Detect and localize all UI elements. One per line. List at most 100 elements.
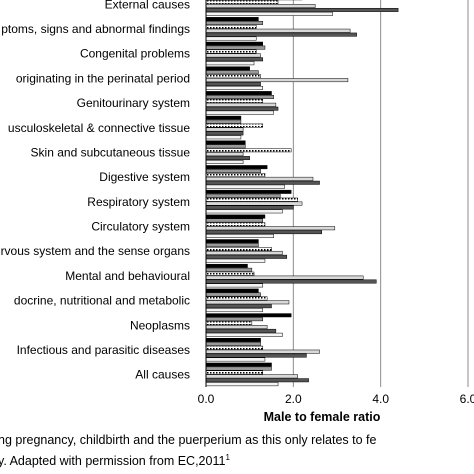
- x-tick-label: 4.0: [372, 392, 389, 406]
- bar-9-series-1: [205, 218, 264, 223]
- caption-superscript: 1: [225, 453, 230, 462]
- bar-5-series-5: [205, 135, 242, 140]
- bar-15-series-0: [205, 362, 272, 367]
- bar-9-series-5: [205, 234, 274, 238]
- category-label: ptoms, signs and abnormal findings: [1, 22, 190, 36]
- bar-4-series-3: [205, 102, 277, 107]
- bar-11-series-5: [205, 283, 264, 288]
- category-labels: External causes ptoms, signs and abnormal…: [1, 0, 191, 382]
- bar-11-series-3: [205, 275, 364, 280]
- bar-5-series-0: [205, 115, 242, 120]
- bar-0-series-3: [205, 4, 316, 8]
- category-label: rvous system and the sense organs: [1, 244, 190, 258]
- category-label: Skin and subcutaneous tissue: [31, 145, 191, 159]
- bar-5-series-4: [205, 131, 244, 136]
- bar-11-series-1: [205, 267, 253, 272]
- caption-text-1: ng pregnancy, childbirth and the puerper…: [0, 433, 377, 447]
- bar-6-series-5: [205, 160, 244, 164]
- category-label: Congenital problems: [80, 47, 190, 61]
- bar-0-series-2: [205, 0, 279, 5]
- bar-14-series-5: [205, 357, 266, 362]
- bar-15-series-5: [205, 382, 279, 387]
- category-label: Infectious and parasitic diseases: [17, 343, 190, 357]
- bar-8-series-3: [205, 201, 303, 206]
- bar-13-series-1: [205, 317, 264, 322]
- bar-13-series-4: [205, 328, 277, 333]
- bar-1-series-4: [205, 32, 357, 37]
- bar-4-series-5: [205, 110, 274, 115]
- bar-12-series-1: [205, 292, 261, 297]
- bar-13-series-5: [205, 332, 283, 337]
- category-label: Respiratory system: [87, 195, 190, 209]
- bar-11-series-4: [205, 279, 377, 284]
- bar-3-series-2: [205, 74, 261, 79]
- bar-4-series-2: [205, 98, 264, 103]
- bar-12-series-0: [205, 288, 259, 293]
- category-label: Mental and behavioural: [65, 269, 190, 283]
- bar-9-series-2: [205, 222, 266, 227]
- category-label: Digestive system: [99, 170, 190, 184]
- bar-10-series-0: [205, 239, 259, 244]
- bar-15-series-3: [205, 374, 298, 379]
- category-label: originating in the perinatal period: [16, 71, 190, 85]
- bar-12-series-5: [205, 308, 264, 313]
- bar-14-series-3: [205, 349, 320, 354]
- bar-2-series-1: [205, 45, 266, 50]
- category-label: All causes: [135, 368, 190, 382]
- bar-10-series-4: [205, 254, 288, 259]
- caption-text-2: y. Adapted with permission from EC,2011: [0, 454, 226, 469]
- category-label: External causes: [105, 0, 190, 11]
- bar-9-series-0: [205, 214, 266, 219]
- bar-14-series-4: [205, 353, 307, 358]
- bar-9-series-4: [205, 230, 322, 235]
- bar-9-series-3: [205, 226, 336, 231]
- bar-8-series-2: [205, 197, 298, 202]
- bar-10-series-2: [205, 247, 272, 251]
- bar-13-series-2: [205, 321, 253, 326]
- bar-2-series-4: [205, 57, 264, 62]
- bar-6-series-2: [205, 148, 292, 153]
- bar-6-series-0: [205, 140, 246, 145]
- bar-6-series-4: [205, 156, 250, 161]
- bar-7-series-1: [205, 169, 261, 174]
- bar-10-series-3: [205, 250, 283, 255]
- bar-4-series-1: [205, 95, 274, 99]
- category-label: Genitourinary system: [77, 96, 190, 110]
- bar-11-series-0: [205, 263, 248, 268]
- bar-1-series-1: [205, 20, 264, 25]
- bar-2-series-0: [205, 41, 264, 46]
- x-axis-title: Male to female ratio: [264, 410, 381, 424]
- bar-3-series-0: [205, 66, 250, 71]
- bars: [205, 0, 399, 387]
- bar-13-series-3: [205, 325, 268, 329]
- category-label: Neoplasms: [130, 318, 190, 332]
- bar-7-series-3: [205, 176, 314, 181]
- x-tick-label: 2.0: [285, 392, 302, 406]
- bar-1-series-5: [205, 36, 257, 41]
- bar-15-series-2: [205, 370, 264, 375]
- bar-14-series-1: [205, 341, 261, 346]
- bar-0-series-4: [205, 7, 399, 12]
- bar-10-series-1: [205, 243, 259, 248]
- bar-2-series-2: [205, 49, 257, 54]
- bar-8-series-1: [205, 193, 281, 198]
- bar-3-series-4: [205, 82, 261, 86]
- x-tick-label: 0.0: [198, 392, 215, 406]
- category-label: Circulatory system: [91, 220, 190, 234]
- bar-8-series-0: [205, 189, 292, 194]
- bar-7-series-0: [205, 165, 268, 170]
- gridlines: [292, 0, 469, 387]
- bar-13-series-0: [205, 313, 292, 318]
- bar-7-series-4: [205, 180, 320, 185]
- bar-5-series-3: [205, 127, 244, 132]
- bar-7-series-5: [205, 184, 285, 189]
- caption-line-1: ng pregnancy, childbirth and the puerper…: [0, 433, 376, 447]
- bar-14-series-0: [205, 338, 261, 342]
- category-label: usculoskeletal & connective tissue: [8, 121, 190, 135]
- bar-12-series-3: [205, 300, 290, 305]
- bar-12-series-2: [205, 296, 268, 301]
- bar-5-series-2: [205, 123, 264, 128]
- bar-2-series-3: [205, 53, 261, 58]
- bar-3-series-5: [205, 85, 264, 90]
- bar-8-series-4: [205, 205, 294, 210]
